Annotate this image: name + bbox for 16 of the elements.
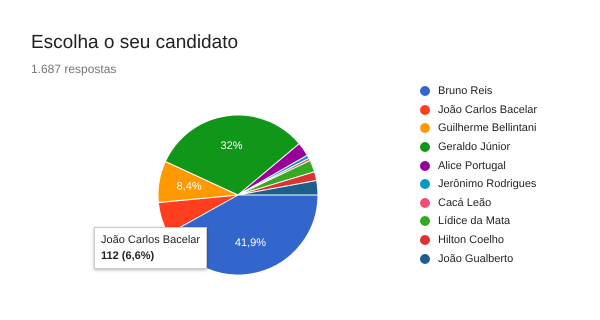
legend-label: Geraldo Júnior <box>438 141 510 154</box>
data-label: 41,9% <box>234 237 266 250</box>
chart-title: Escolha o seu candidato <box>31 32 238 54</box>
legend-label: Cacá Leão <box>438 196 492 209</box>
legend-label: João Carlos Bacelar <box>438 104 538 116</box>
legend-label: Guilherme Bellintani <box>438 122 536 134</box>
legend-label: Bruno Reis <box>438 85 492 98</box>
text: João Carlos Bacelar 112 (6,6%) <box>101 233 200 264</box>
legend-label: João Gualberto <box>438 252 514 265</box>
legend-label: Alice Portugal <box>438 160 506 172</box>
legend-label: Jerônimo Rodrigues <box>438 178 536 190</box>
data-label: 32% <box>220 140 243 152</box>
legend-label: Hilton Coelho <box>438 234 504 246</box>
legend-label: Lídice da Mata <box>438 215 510 228</box>
data-label: 8,4% <box>176 180 202 193</box>
chart-subtitle: 1.687 respostas <box>31 62 116 76</box>
